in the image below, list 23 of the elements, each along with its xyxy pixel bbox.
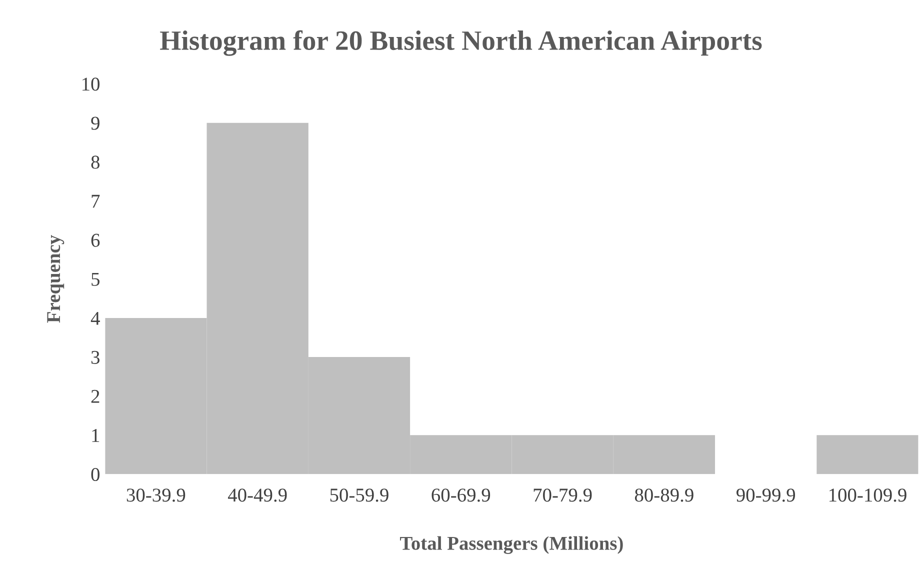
x-tick-label: 70-79.9 bbox=[534, 488, 592, 502]
y-tick-label: 10 bbox=[82, 78, 100, 91]
y-tick-label: 1 bbox=[92, 429, 100, 442]
x-tick-label: 30-39.9 bbox=[126, 488, 186, 502]
bar bbox=[816, 435, 918, 474]
y-axis-title: Frequency bbox=[47, 235, 64, 323]
y-tick-label: 3 bbox=[91, 350, 100, 364]
y-tick-label: 8 bbox=[91, 156, 100, 169]
y-tick-label: 0 bbox=[91, 468, 100, 482]
x-tick-label: 40-49.9 bbox=[228, 488, 287, 502]
y-tick-label: 9 bbox=[91, 116, 100, 130]
x-tick-label: 50-59.9 bbox=[330, 488, 388, 502]
y-tick-label: 6 bbox=[91, 234, 100, 247]
x-tick-label: 100-109.9 bbox=[830, 488, 906, 502]
chart-title: Histogram for 20 Busiest North American Airports bbox=[160, 30, 762, 56]
y-tick-label: 5 bbox=[92, 272, 100, 286]
x-tick-label: 90-99.9 bbox=[736, 488, 796, 502]
y-tick-label: 2 bbox=[91, 390, 100, 403]
y-tick-label: 7 bbox=[92, 194, 100, 208]
x-tick-label: 80-89.9 bbox=[634, 488, 694, 502]
x-tick-label: 60-69.9 bbox=[432, 488, 490, 502]
x-axis-title: Total Passengers (Millions) bbox=[400, 536, 623, 554]
y-tick-label: 4 bbox=[90, 312, 100, 325]
